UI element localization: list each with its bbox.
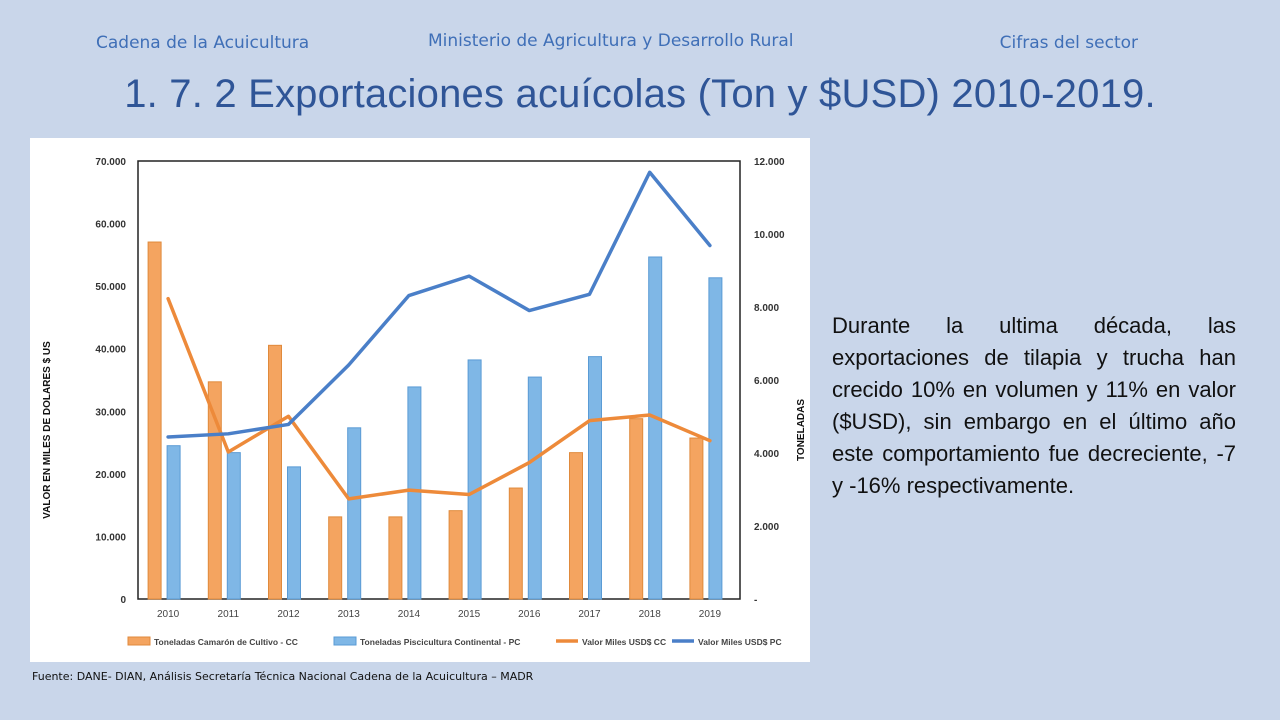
chart-panel: 0 10.000 20.000 30.000 40.000 50.000 60.000 70.… [30,138,810,662]
bar-camaron-cc [629,418,644,600]
header-left-label: Cadena de la Acuicultura [96,33,310,53]
x-tick-label: 2015 [458,609,481,620]
exports-chart: 0 10.000 20.000 30.000 40.000 50.000 60.000 70.… [42,157,807,647]
legend-swatch [127,636,151,646]
bar-piscicultura-pc [648,256,663,600]
bar-camaron-cc [268,344,282,600]
y-right-tick-label: 6.000 [754,376,779,387]
bar-camaron-cc [689,437,704,600]
legend-label: Toneladas Camarón de Cultivo - CC [154,637,298,647]
y-left-tick-label: 70.000 [95,157,126,168]
y-right-tick-label: 2.000 [754,522,779,533]
y-right-tick-label: - [754,595,757,606]
bar-camaron-cc [388,516,403,600]
y-right-tick-label: 12.000 [754,157,785,168]
y-left-tick-label: 30.000 [95,407,126,418]
y-right-tick-label: 10.000 [754,230,785,241]
x-tick-label: 2013 [338,609,361,620]
x-tick-label: 2017 [578,609,601,620]
bar-piscicultura-pc [287,466,301,600]
bar-piscicultura-pc [347,427,362,600]
y-left-tick-label: 20.000 [95,470,126,481]
source-note: Fuente: DANE- DIAN, Análisis Secretaría … [32,670,534,683]
y-left-tick-label: 50.000 [95,282,126,293]
bar-piscicultura-pc [226,452,241,600]
bar-camaron-cc [508,487,523,600]
plot-frame [137,160,741,600]
y-left-tick-label: 10.000 [95,532,126,543]
line-valor-cc [166,296,712,501]
bar-camaron-cc [569,452,583,600]
y-right-axis-title: TONELADAS [796,399,807,461]
y-right-tick-label: 4.000 [754,449,779,460]
line-valor-pc [166,170,712,439]
y-left-axis-title: VALOR EN MILES DE DOLARES $ US [42,341,53,519]
bar-piscicultura-pc [588,356,602,600]
x-tick-label: 2014 [398,609,421,620]
header-center-label: Ministerio de Agricultura y Desarrollo R… [428,31,794,51]
legend-label: Valor Miles USD$ CC [582,637,666,647]
summary-paragraph: Durante la ultima década, las exportacio… [832,313,1236,498]
x-tick-label: 2011 [218,609,240,620]
legend-swatch [333,636,357,646]
y-left-tick-label: 60.000 [95,220,126,231]
bar-piscicultura-pc [467,359,482,600]
x-tick-label: 2016 [518,609,541,620]
legend-label: Valor Miles USD$ PC [698,637,782,647]
x-tick-label: 2019 [699,609,722,620]
header-right-label: Cifras del sector [999,33,1138,53]
legend-label: Toneladas Piscicultura Continental - PC [360,637,520,647]
bar-piscicultura-pc [407,386,422,600]
bar-camaron-cc [147,241,162,600]
bar-camaron-cc [448,510,463,600]
bar-piscicultura-pc [708,277,723,600]
x-tick-label: 2018 [639,609,662,620]
x-tick-label: 2010 [157,609,180,620]
y-left-tick-label: 0 [120,595,126,606]
bar-piscicultura-pc [527,376,542,600]
bar-piscicultura-pc [166,445,181,600]
y-right-tick-label: 8.000 [754,303,779,314]
x-tick-label: 2012 [277,609,300,620]
y-left-tick-label: 40.000 [95,345,126,356]
slide-title: 1. 7. 2 Exportaciones acuícolas (Ton y $… [124,72,1156,116]
bar-camaron-cc [328,516,343,600]
